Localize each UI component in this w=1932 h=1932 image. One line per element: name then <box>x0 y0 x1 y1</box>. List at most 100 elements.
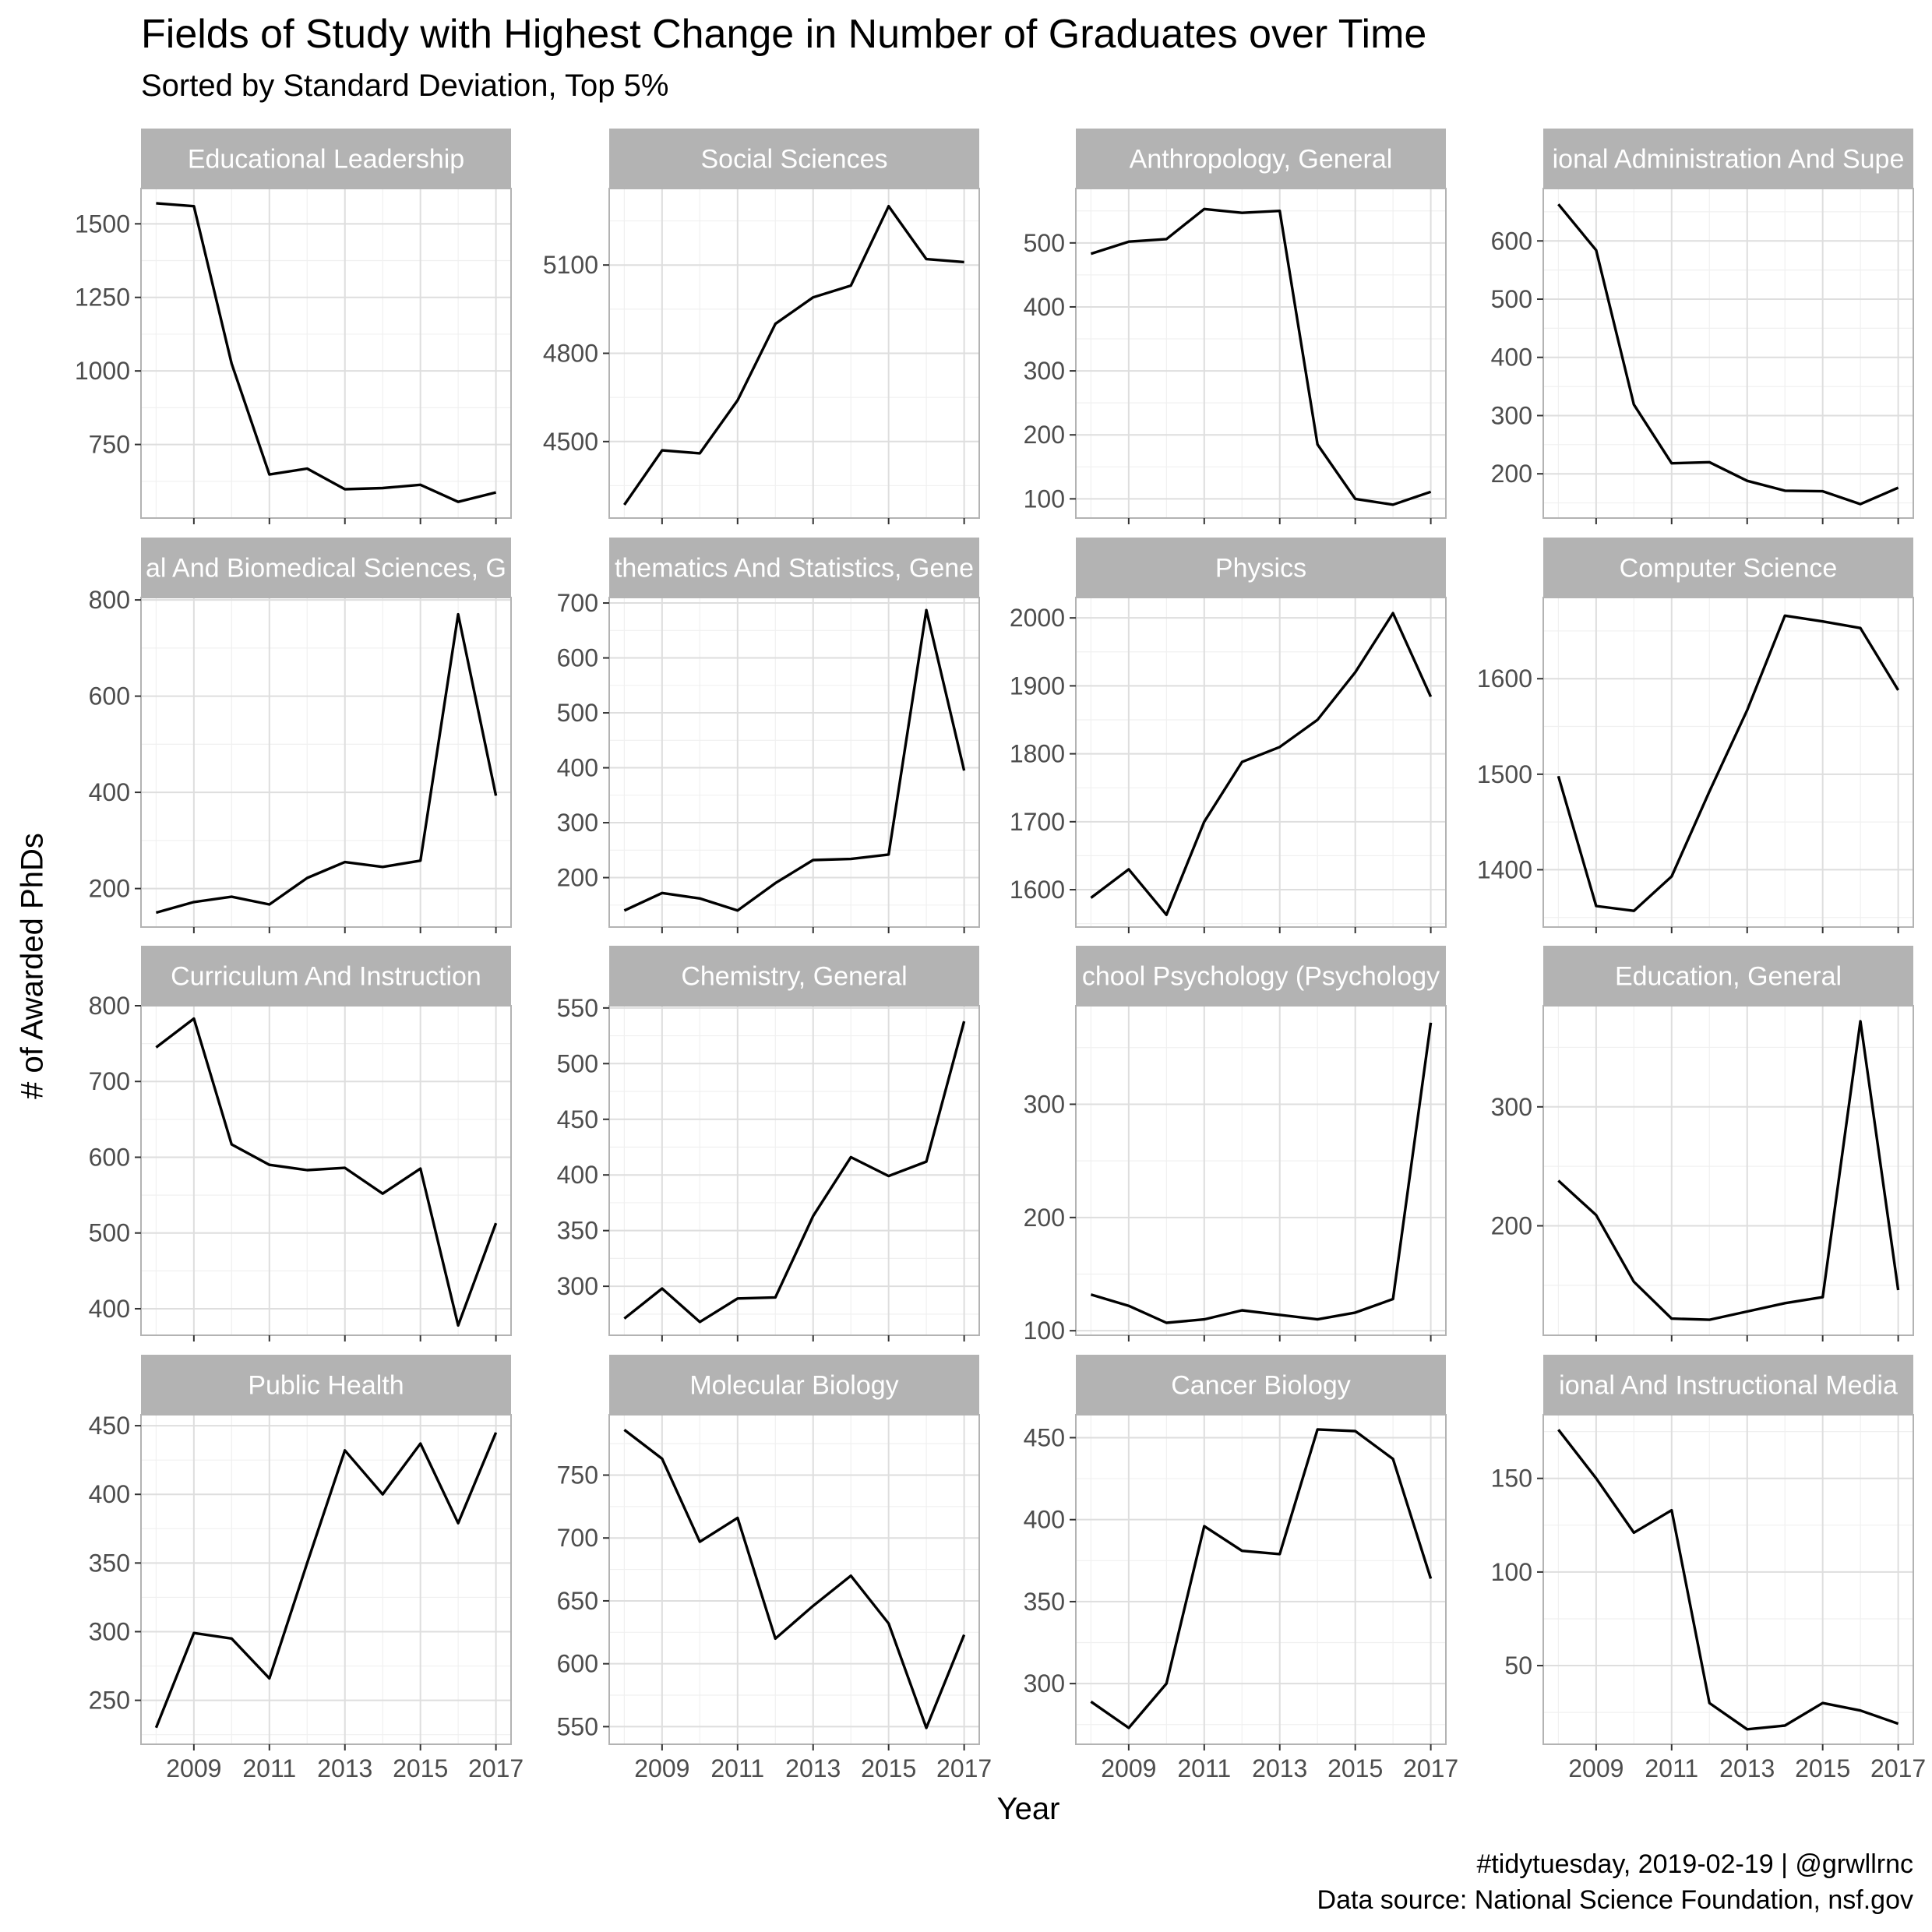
facet-strip-label: Social Sciences <box>700 145 887 175</box>
caption-line-1: #tidytuesday, 2019-02-19 | @grwllrnc <box>1476 1849 1913 1879</box>
series-line <box>623 205 964 506</box>
y-tick-label: 350 <box>557 1217 598 1245</box>
y-tick-label: 300 <box>89 1617 130 1645</box>
facet-panel: Social Sciences 4500 4800 5100 <box>543 129 980 524</box>
facet-strip-label: ional And Instructional Media <box>1559 1371 1898 1401</box>
panel-background <box>609 1006 979 1335</box>
series-line <box>1090 207 1432 506</box>
y-tick-label: 650 <box>557 1587 598 1615</box>
y-tick-label: 200 <box>1491 460 1532 488</box>
facet-strip <box>1543 129 1913 189</box>
series-line <box>155 612 498 915</box>
y-tick-label: 50 <box>1504 1652 1532 1680</box>
facet-panel: thematics And Statistics, Gene 200 300 400 5… <box>557 538 980 933</box>
chart-title: Fields of Study with Highest Change in N… <box>141 12 1427 57</box>
y-tick-label: 100 <box>1491 1558 1532 1586</box>
x-tick-label: 2015 <box>861 1754 916 1782</box>
facet-strip-label: Computer Science <box>1620 554 1838 583</box>
y-tick-label: 300 <box>557 809 598 837</box>
y-tick-label: 1400 <box>1477 855 1532 883</box>
y-tick-label: 1250 <box>75 284 130 312</box>
series-line <box>1557 203 1899 506</box>
y-tick-label: 250 <box>89 1687 130 1715</box>
x-tick-label: 2013 <box>1719 1754 1775 1782</box>
series-line <box>623 1429 966 1729</box>
x-tick-label: 2015 <box>393 1754 448 1782</box>
x-tick-label: 2015 <box>1327 1754 1383 1782</box>
facet-panel: al And Biomedical Sciences, G 200 400 600 80… <box>89 538 512 933</box>
y-tick-label: 4500 <box>543 428 598 456</box>
y-tick-label: 600 <box>89 682 130 710</box>
facet-strip-label: thematics And Statistics, Gene <box>615 554 974 583</box>
facet-panel: ional Administration And Supe 200 300 400 50… <box>1491 129 1914 524</box>
y-tick-label: 300 <box>1024 1090 1065 1118</box>
panel-background <box>141 189 511 518</box>
y-tick-label: 350 <box>89 1549 130 1577</box>
y-tick-label: 1800 <box>1010 740 1065 768</box>
series-line <box>623 1021 966 1324</box>
y-tick-label: 550 <box>557 1712 598 1740</box>
panel-background <box>1543 189 1913 518</box>
x-tick-label: 2011 <box>242 1754 296 1782</box>
x-tick-label: 2009 <box>166 1754 221 1782</box>
panel-background <box>1076 1415 1446 1744</box>
y-tick-label: 1700 <box>1010 808 1065 836</box>
y-tick-label: 1600 <box>1477 665 1532 693</box>
y-tick-label: 4800 <box>543 340 598 368</box>
y-tick-label: 450 <box>1024 1423 1065 1451</box>
x-tick-label: 2009 <box>634 1754 689 1782</box>
y-tick-label: 300 <box>557 1272 598 1300</box>
y-tick-label: 500 <box>557 1049 598 1077</box>
facet-strip <box>1076 1355 1446 1415</box>
y-tick-label: 300 <box>1024 1669 1065 1698</box>
y-tick-label: 800 <box>89 586 130 614</box>
x-tick-label: 2013 <box>785 1754 841 1782</box>
y-tick-label: 700 <box>557 589 598 617</box>
y-tick-label: 750 <box>89 431 130 459</box>
y-tick-label: 400 <box>557 754 598 782</box>
facet-panel: Physics 1600 1700 1800 1900 2000 <box>1010 538 1447 933</box>
y-tick-label: 350 <box>1024 1588 1065 1616</box>
facet-strip <box>1543 538 1913 598</box>
facet-strip-label: Educational Leadership <box>188 145 464 175</box>
x-tick-label: 2009 <box>1101 1754 1156 1782</box>
facet-panel: Computer Science 1400 1500 1600 <box>1477 538 1914 933</box>
caption-line-2: Data source: National Science Foundation… <box>1317 1885 1913 1915</box>
facet-panel: Education, General 200 300 <box>1491 946 1914 1341</box>
chart-subtitle: Sorted by Standard Deviation, Top 5% <box>141 69 669 103</box>
facet-strip-label: Anthropology, General <box>1130 145 1393 175</box>
panel-background <box>1076 1006 1446 1335</box>
facet-strip-label: ional Administration And Supe <box>1553 145 1905 175</box>
y-tick-label: 400 <box>89 778 130 806</box>
series-line <box>155 1017 498 1327</box>
facet-strip-label: Cancer Biology <box>1171 1371 1351 1401</box>
y-tick-label: 300 <box>1491 1093 1532 1121</box>
y-tick-label: 500 <box>1024 229 1065 257</box>
facet-panel: Public Health 250 300 350 400 450 2009 2011 2013… <box>89 1355 524 1782</box>
x-tick-label: 2017 <box>1870 1754 1926 1782</box>
panel-background <box>1076 598 1446 927</box>
facet-panel: ional And Instructional Media 50 100 150 200… <box>1491 1355 1926 1782</box>
facet-panel: chool Psychology (Psychology 100 200 300 <box>1024 946 1447 1345</box>
y-tick-label: 1500 <box>1477 760 1532 788</box>
x-tick-label: 2017 <box>468 1754 524 1782</box>
y-tick-label: 200 <box>89 875 130 903</box>
y-tick-label: 200 <box>1024 1204 1065 1232</box>
panel-background <box>609 1415 979 1744</box>
y-tick-label: 700 <box>557 1524 598 1552</box>
facet-strip <box>1076 129 1446 189</box>
series-line <box>1090 1428 1433 1729</box>
panel-background <box>1543 1415 1913 1744</box>
series-line <box>156 202 497 503</box>
series-line <box>623 608 966 912</box>
y-tick-label: 800 <box>89 992 130 1020</box>
series-line <box>1557 614 1900 912</box>
facet-strip <box>609 1355 979 1415</box>
facet-panel: Molecular Biology 550 600 650 700 750 2009 2011… <box>557 1355 992 1782</box>
y-tick-label: 500 <box>557 699 598 727</box>
x-axis-label: Year <box>996 1792 1060 1826</box>
facet-strip <box>1076 946 1446 1006</box>
y-tick-label: 1600 <box>1010 876 1065 904</box>
facet-strip-label: Chemistry, General <box>681 962 907 992</box>
